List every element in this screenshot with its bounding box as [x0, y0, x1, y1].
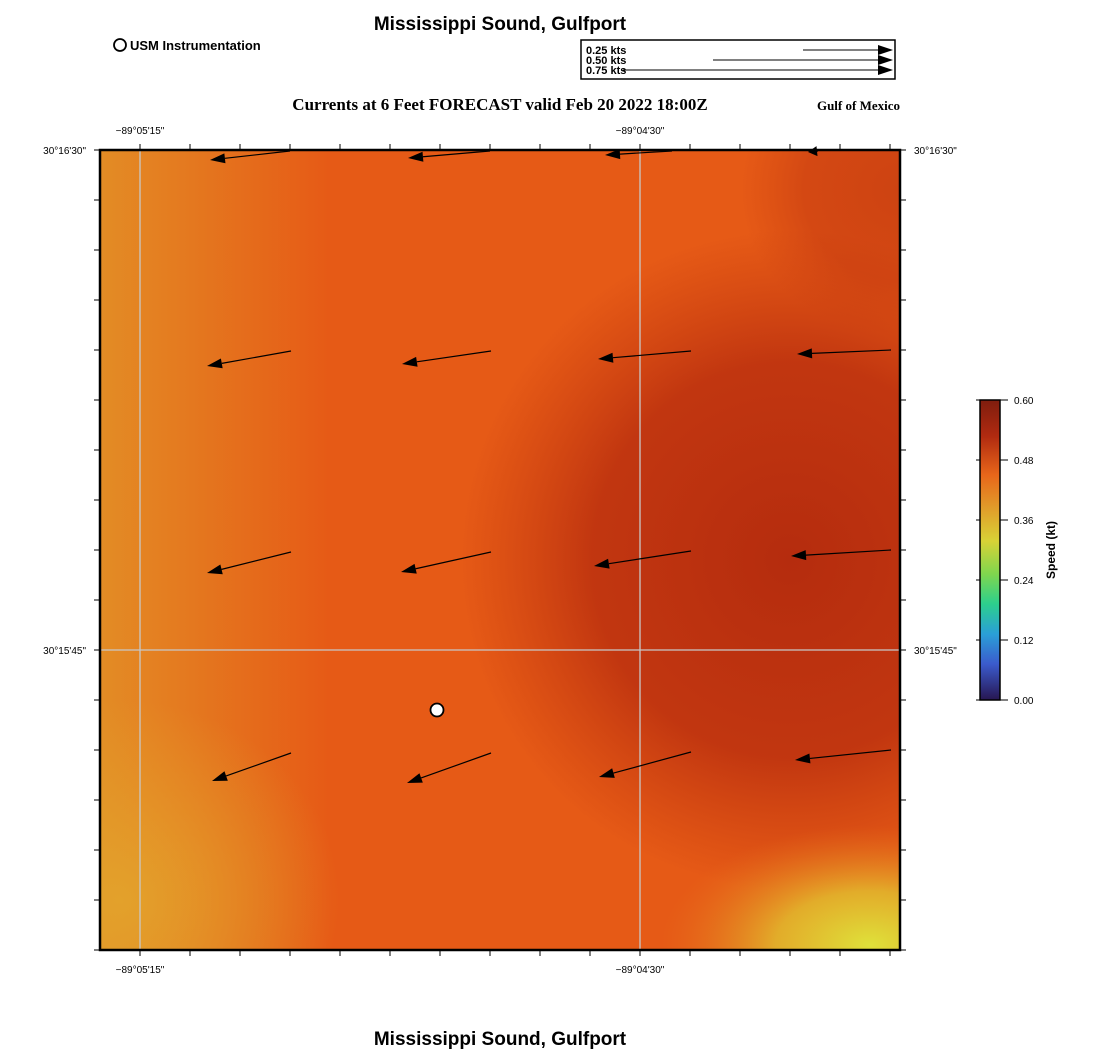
- bottom-tick-label-1: −89°05'15": [116, 965, 165, 976]
- bottom-tick-label-2: −89°04'30": [616, 965, 665, 976]
- colorbar-tick-label: 0.36: [1014, 516, 1034, 527]
- graticule: [100, 150, 900, 950]
- colorbar-ticks: 0.60 0.48 0.36 0.24 0.12 0.00: [976, 396, 1034, 707]
- current-vector: [401, 551, 492, 574]
- right-tick-label-1: 30°16'30": [914, 146, 957, 157]
- left-tick-label-1: 30°16'30": [43, 146, 86, 157]
- current-vector: [212, 752, 292, 781]
- footer-title: Mississippi Sound, Gulfport: [374, 1029, 627, 1050]
- current-vector: [207, 551, 292, 575]
- current-vector: [599, 751, 692, 778]
- current-vector: [808, 146, 819, 157]
- scale-arrow-label-1: 0.25 kts: [586, 45, 626, 57]
- usm-station-marker[interactable]: [429, 702, 445, 718]
- map-subtitle: Currents at 6 Feet FORECAST valid Feb 20…: [292, 95, 707, 114]
- scale-arrow-label-2: 0.50 kts: [586, 55, 626, 67]
- station-legend-marker-icon: [113, 38, 127, 52]
- right-tick-label-2: 30°15'45": [914, 646, 957, 657]
- top-tick-label-2: −89°04'30": [616, 126, 665, 137]
- scale-arrowhead-icon: [878, 45, 893, 55]
- region-label: Gulf of Mexico: [817, 98, 900, 113]
- current-vector: [791, 549, 892, 561]
- scale-arrowhead-icon: [878, 55, 893, 65]
- current-vector: [795, 749, 892, 764]
- current-vectors: [207, 146, 892, 783]
- left-tick-label-2: 30°15'45": [43, 646, 86, 657]
- scale-arrowhead-icon: [878, 65, 893, 75]
- speed-field: [100, 150, 900, 950]
- current-vector: [407, 752, 492, 783]
- map-title: Mississippi Sound, Gulfport: [374, 14, 627, 35]
- station-legend-label: USM Instrumentation: [130, 38, 261, 53]
- colorbar-tick-label: 0.60: [1014, 396, 1034, 407]
- current-vector: [210, 150, 291, 164]
- current-vector: [594, 550, 692, 569]
- colorbar-tick-label: 0.00: [1014, 696, 1034, 707]
- current-vector: [605, 149, 673, 160]
- current-vector: [797, 348, 892, 359]
- top-tick-label-1: −89°05'15": [116, 126, 165, 137]
- colorbar-tick-label: 0.24: [1014, 576, 1034, 587]
- current-vector: [408, 150, 491, 162]
- frame-ticks: [94, 144, 906, 956]
- colorbar-tick-label: 0.12: [1014, 636, 1034, 647]
- current-vector: [207, 350, 292, 369]
- speed-colorbar: [979, 399, 1001, 701]
- current-vector: [402, 350, 492, 367]
- scale-arrow-label-3: 0.75 kts: [586, 65, 626, 77]
- colorbar-label: Speed (kt): [1044, 521, 1058, 579]
- colorbar-tick-label: 0.48: [1014, 456, 1034, 467]
- current-vector: [598, 350, 692, 363]
